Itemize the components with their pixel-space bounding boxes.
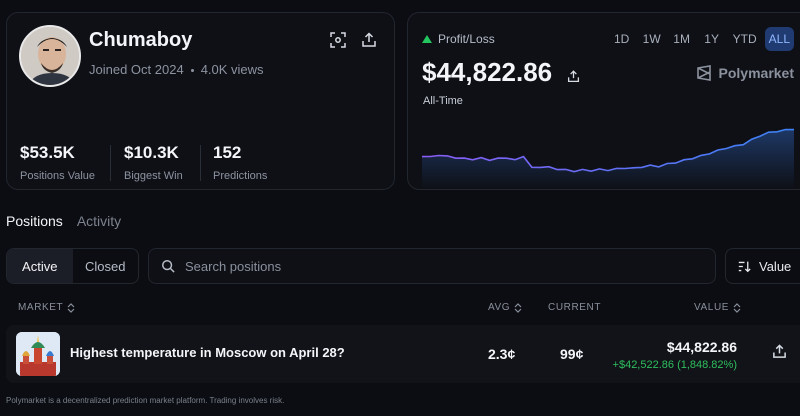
pnl-label-text: Profit/Loss bbox=[438, 32, 495, 46]
scan-icon[interactable] bbox=[327, 29, 349, 51]
footer-disclaimer: Polymarket is a decentralized prediction… bbox=[6, 396, 285, 405]
joined-date: Joined Oct 2024 bbox=[89, 62, 184, 77]
pnl-amount: $44,822.86 bbox=[422, 57, 553, 87]
column-header-value[interactable]: VALUE bbox=[694, 302, 741, 313]
sort-chevrons-icon bbox=[514, 302, 522, 313]
header-label: CURRENT bbox=[548, 302, 602, 313]
active-filter-button[interactable]: Active bbox=[7, 249, 73, 283]
range-1y[interactable]: 1Y bbox=[704, 32, 719, 46]
column-header-current: CURRENT bbox=[548, 302, 601, 313]
stat-label: Biggest Win bbox=[124, 170, 183, 182]
stat-value: 152 bbox=[213, 143, 242, 162]
pnl-label: Profit/Loss bbox=[422, 32, 495, 46]
search-icon bbox=[162, 260, 175, 273]
search-box bbox=[148, 248, 716, 284]
status-toggle: Active Closed bbox=[6, 248, 139, 284]
pnl-value: $44,822.86 bbox=[422, 57, 580, 90]
search-input[interactable] bbox=[185, 258, 685, 274]
tab-activity[interactable]: Activity bbox=[76, 213, 122, 229]
avatar[interactable] bbox=[19, 25, 81, 87]
share-position-icon[interactable] bbox=[772, 344, 787, 364]
profit-loss-card: Profit/Loss $44,822.86 All-Time 1D 1W 1M… bbox=[407, 12, 800, 190]
stat-label: Predictions bbox=[213, 170, 268, 182]
stat-divider bbox=[110, 145, 111, 181]
table-row[interactable]: Highest temperature in Moscow on April 2… bbox=[6, 325, 800, 383]
pnl-chart bbox=[422, 128, 794, 189]
username: Chumaboy bbox=[89, 29, 193, 51]
pnl-area bbox=[422, 129, 794, 189]
pnl-line bbox=[422, 128, 794, 173]
meta-separator bbox=[190, 69, 194, 73]
range-all[interactable]: ALL bbox=[764, 27, 794, 51]
profile-meta: Joined Oct 2024 4.0K views bbox=[89, 62, 264, 77]
range-ytd[interactable]: YTD bbox=[732, 32, 757, 46]
sort-label: Value bbox=[759, 258, 792, 274]
tab-positions[interactable]: Positions bbox=[6, 213, 63, 229]
header-label: AVG bbox=[488, 302, 511, 313]
header-label: VALUE bbox=[694, 302, 730, 313]
brand-name: Polymarket bbox=[718, 65, 794, 81]
stat-value: $10.3K bbox=[124, 143, 179, 162]
column-header-avg[interactable]: AVG bbox=[488, 302, 522, 313]
sort-chevrons-icon bbox=[67, 302, 75, 313]
stat-divider bbox=[200, 145, 201, 181]
polymarket-brand: Polymarket bbox=[696, 65, 794, 81]
avatar-image bbox=[21, 27, 79, 85]
stat-label: Positions Value bbox=[20, 170, 96, 182]
market-image bbox=[16, 332, 60, 376]
closed-filter-button[interactable]: Closed bbox=[85, 258, 126, 274]
share-pnl-icon[interactable] bbox=[567, 59, 580, 90]
share-icon[interactable] bbox=[358, 29, 380, 51]
stat-predictions: 152 Predictions bbox=[213, 143, 267, 182]
column-header-market[interactable]: MARKET bbox=[18, 302, 75, 313]
range-1w[interactable]: 1W bbox=[642, 32, 661, 46]
position-change: +$42,522.86 (1,848.82%) bbox=[612, 359, 737, 371]
range-1d[interactable]: 1D bbox=[613, 32, 630, 46]
polymarket-logo-icon bbox=[696, 65, 711, 81]
current-price: 99¢ bbox=[560, 346, 584, 362]
view-count: 4.0K views bbox=[200, 62, 264, 77]
trend-up-icon bbox=[422, 35, 432, 43]
profile-card: Chumaboy Joined Oct 2024 4.0K views $53.5… bbox=[6, 12, 395, 190]
stat-positions-value: $53.5K Positions Value bbox=[20, 143, 95, 182]
section-tabs: Positions Activity bbox=[6, 213, 121, 229]
header-label: MARKET bbox=[18, 302, 64, 313]
sort-button[interactable]: Value bbox=[725, 248, 800, 284]
sort-icon bbox=[738, 261, 751, 272]
stat-biggest-win: $10.3K Biggest Win bbox=[124, 143, 183, 182]
pnl-period: All-Time bbox=[423, 95, 463, 107]
range-1m[interactable]: 1M bbox=[673, 32, 690, 46]
market-title[interactable]: Highest temperature in Moscow on April 2… bbox=[70, 345, 345, 360]
range-selector: 1D 1W 1M 1Y YTD ALL bbox=[609, 27, 794, 51]
stat-value: $53.5K bbox=[20, 143, 75, 162]
position-value: $44,822.86 bbox=[666, 339, 737, 355]
avg-price: 2.3¢ bbox=[488, 346, 516, 362]
sort-chevrons-icon bbox=[733, 302, 741, 313]
